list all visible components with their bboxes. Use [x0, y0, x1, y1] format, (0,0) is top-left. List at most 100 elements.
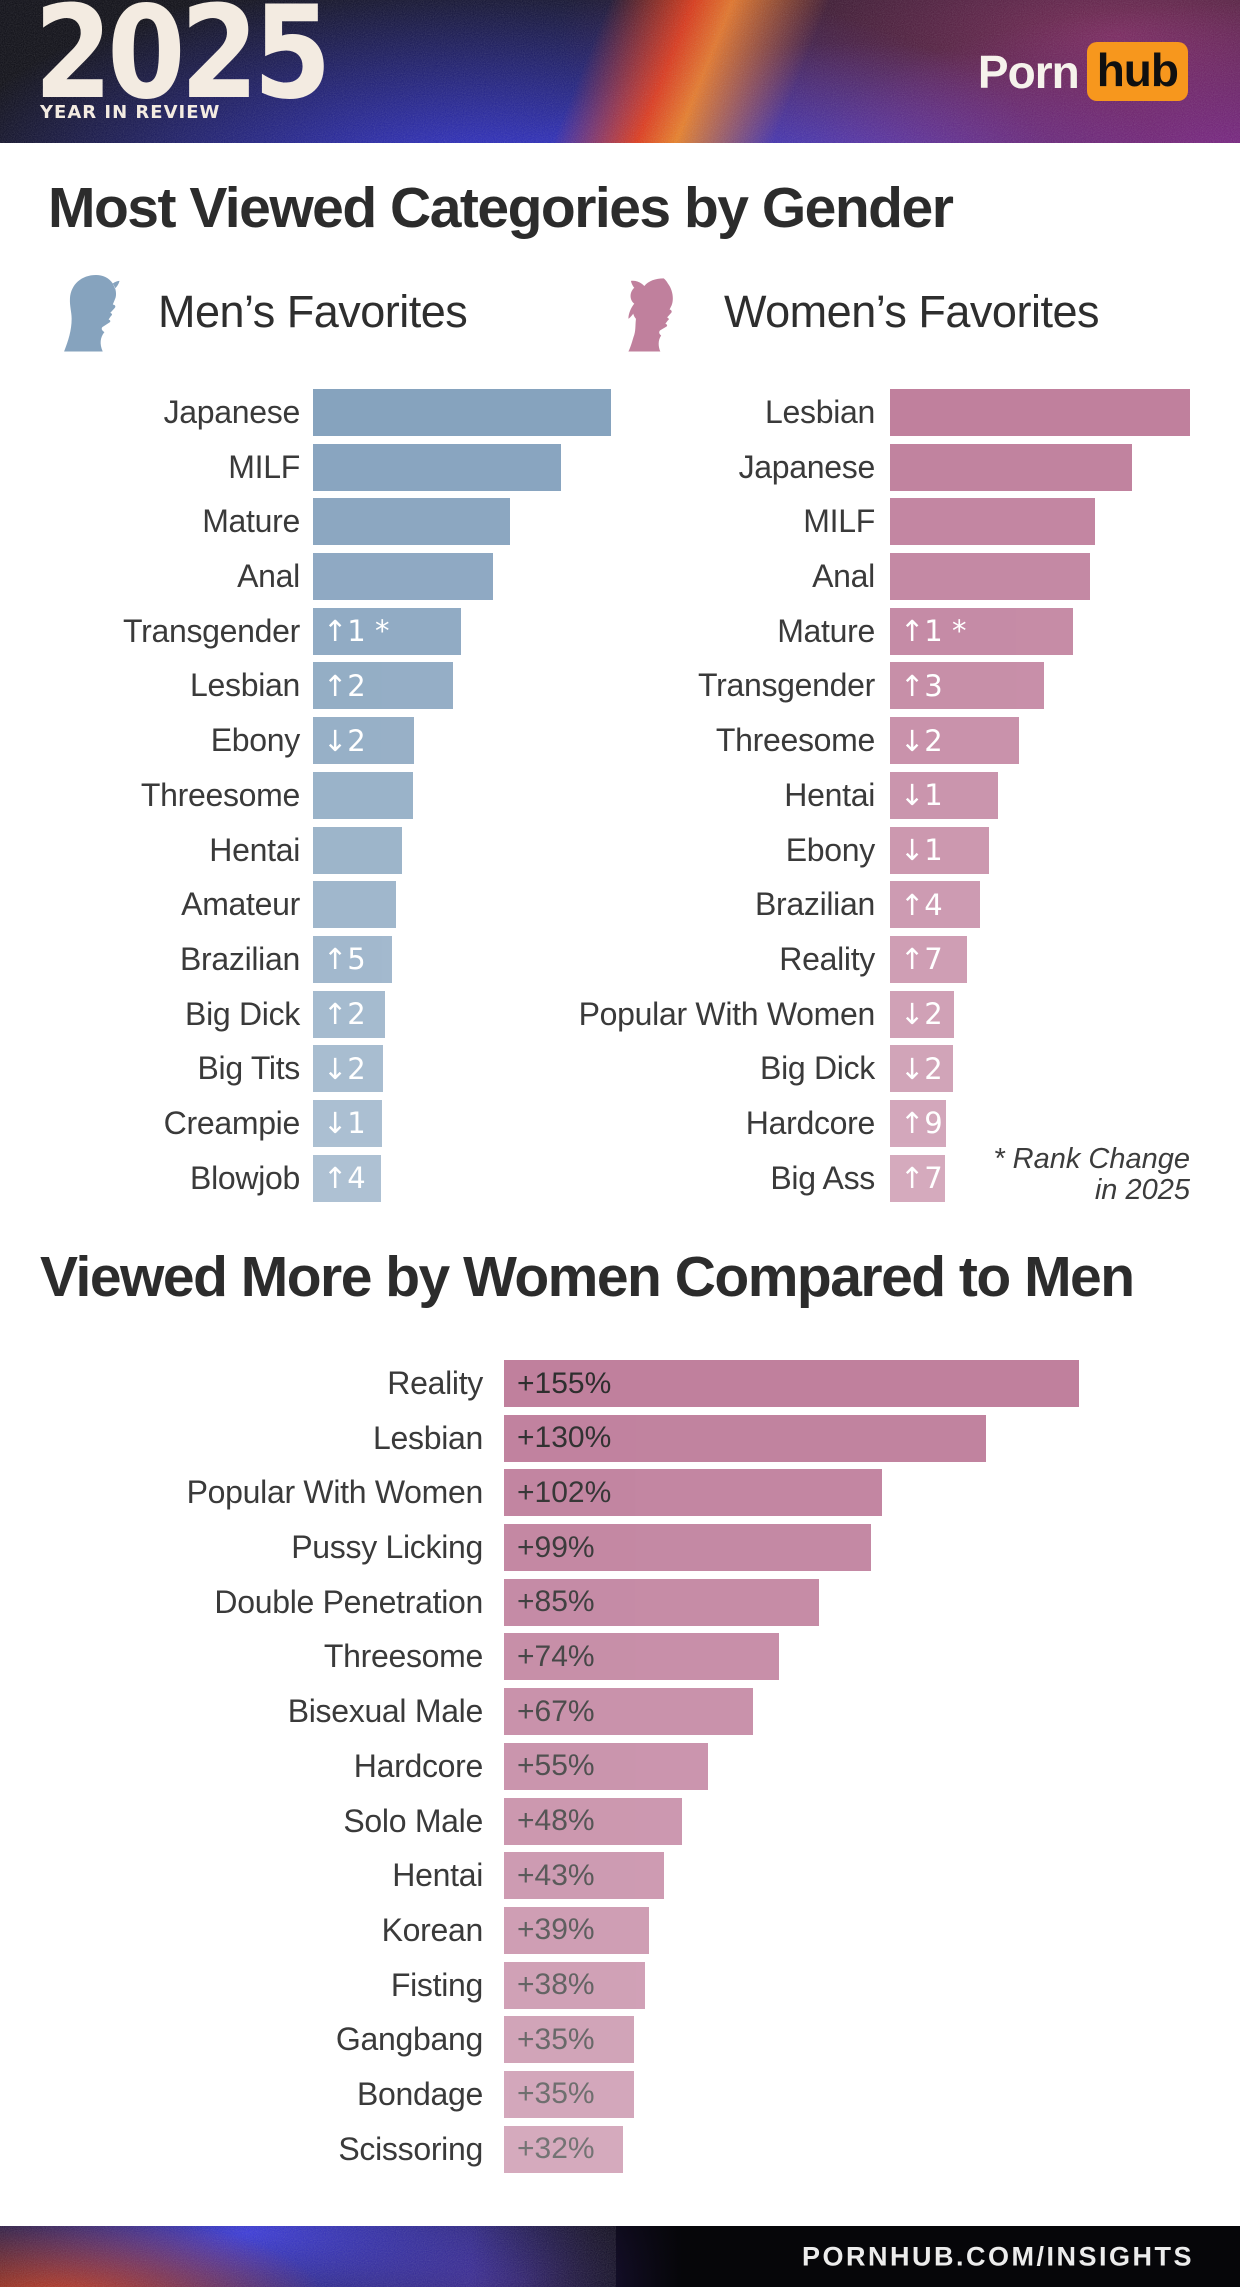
- chart-row: Japanese: [60, 389, 611, 436]
- women-favorites-chart: Lesbian Japanese MILF Anal Mature ↑1 * Transge…: [560, 389, 1190, 1202]
- category-bar: +130%: [504, 1414, 986, 1462]
- category-bar: ↓1: [313, 1099, 382, 1147]
- rank-change-badge: ↓2: [900, 997, 943, 1032]
- category-bar: +102%: [504, 1469, 882, 1517]
- category-label: Bondage: [356, 2075, 483, 2112]
- chart-row: Hentai: [60, 826, 611, 874]
- value-label: +32%: [517, 2132, 595, 2166]
- women-favorites-title: Women’s Favorites: [724, 286, 1099, 337]
- year-in-review-logo: 2025 YEAR IN REVIEW: [34, 0, 366, 128]
- rank-change-badge: ↑9: [900, 1106, 943, 1141]
- category-label: Threesome: [715, 722, 875, 759]
- section2-title: Viewed More by Women Compared to Men: [40, 1245, 1135, 1309]
- rank-change-badge: ↓1: [323, 1106, 366, 1141]
- category-label: Scissoring: [338, 2130, 483, 2167]
- category-label: Lesbian: [373, 1419, 483, 1456]
- chart-row: Japanese: [560, 443, 1190, 491]
- category-bar: +35%: [504, 2070, 634, 2118]
- rank-change-badge: ↓2: [323, 723, 366, 758]
- chart-row: Blowjob ↑4: [60, 1154, 611, 1202]
- female-silhouette-icon: [628, 278, 673, 352]
- women-vs-men-chart: Reality +155% Lesbian +130% Popular With Wom…: [130, 1360, 1079, 2173]
- category-bar: ↑1 *: [890, 607, 1073, 655]
- category-bar: [313, 881, 396, 929]
- chart-row: Solo Male +48%: [130, 1797, 1079, 1845]
- value-label: +43%: [517, 1858, 595, 1892]
- year-text: 2025: [34, 0, 332, 128]
- value-label: +99%: [517, 1530, 595, 1564]
- rank-change-badge: ↑5: [323, 942, 366, 977]
- category-bar: ↑7: [890, 935, 967, 983]
- chart-row: Anal: [60, 553, 611, 601]
- rank-change-badge: ↑3: [900, 668, 943, 703]
- chart-row: Double Penetration +85%: [130, 1578, 1079, 1626]
- chart-row: Mature: [60, 498, 611, 546]
- rank-change-badge: ↑1 *: [900, 614, 967, 649]
- pornhub-logo-porn: Porn: [977, 45, 1080, 98]
- category-label: Anal: [237, 558, 300, 595]
- rank-change-badge: ↑2: [323, 668, 366, 703]
- category-bar: +67%: [504, 1688, 753, 1736]
- category-label: Reality: [387, 1365, 483, 1401]
- category-label: Ebony: [785, 831, 876, 868]
- chart-row: Threesome ↓2: [560, 717, 1190, 765]
- category-bar: ↑3: [890, 662, 1044, 710]
- chart-row: Lesbian +130%: [130, 1414, 1079, 1462]
- chart-row: Mature ↑1 *: [560, 607, 1190, 655]
- chart-row: Transgender ↑1 *: [60, 607, 611, 655]
- category-bar: +55%: [504, 1742, 708, 1790]
- category-bar: +32%: [504, 2125, 623, 2173]
- footnote-line2: in 2025: [1094, 1174, 1190, 1207]
- year-tagline: YEAR IN REVIEW: [40, 102, 221, 123]
- women-favorites-header: Women’s Favorites: [620, 270, 1099, 354]
- category-label: Double Penetration: [214, 1583, 483, 1620]
- category-label: Hardcore: [745, 1104, 876, 1141]
- category-bar: [313, 389, 611, 436]
- category-bar: [890, 498, 1095, 546]
- category-label: Popular With Women: [186, 1474, 484, 1511]
- category-bar: +43%: [504, 1852, 664, 1900]
- chart-row: Big Ass ↑7: [560, 1154, 1190, 1202]
- category-label: Pussy Licking: [291, 1529, 483, 1566]
- chart-row: Hentai +43%: [130, 1852, 1079, 1900]
- chart-row: Reality ↑7: [560, 935, 1190, 983]
- chart-row: Popular With Women +102%: [130, 1469, 1079, 1517]
- rank-change-badge: ↑7: [900, 1161, 943, 1196]
- chart-row: Transgender ↑3: [560, 662, 1190, 710]
- chart-row: Lesbian ↑2: [60, 662, 611, 710]
- category-bar: [890, 553, 1090, 601]
- category-bar: ↑4: [313, 1154, 381, 1202]
- category-bar: [313, 553, 493, 601]
- chart-row: Amateur: [60, 881, 611, 929]
- category-label: Ebony: [210, 722, 301, 759]
- category-label: Japanese: [738, 448, 876, 485]
- category-label: Brazilian: [179, 940, 300, 977]
- category-bar: [890, 389, 1190, 436]
- category-label: Big Tits: [197, 1050, 300, 1087]
- chart-row: Anal: [560, 553, 1190, 601]
- category-bar: ↓2: [890, 1045, 953, 1093]
- chart-row: Scissoring +32%: [130, 2125, 1079, 2173]
- category-bar: +99%: [504, 1524, 871, 1572]
- category-bar: [313, 771, 413, 819]
- category-bar: ↑2: [313, 662, 453, 710]
- chart-row: Popular With Women ↓2: [560, 990, 1190, 1038]
- category-label: Bisexual Male: [287, 1693, 484, 1730]
- category-bar: ↓2: [313, 1045, 383, 1093]
- value-label: +39%: [517, 1913, 595, 1947]
- category-label: Blowjob: [190, 1159, 300, 1196]
- category-label: MILF: [803, 503, 875, 540]
- chart-row: Hentai ↓1: [560, 771, 1190, 819]
- chart-row: Brazilian ↑4: [560, 881, 1190, 929]
- category-label: Mature: [202, 503, 300, 540]
- chart-row: Bondage +35%: [130, 2070, 1079, 2118]
- category-bar: ↑2: [313, 990, 385, 1038]
- chart-row: MILF: [60, 443, 611, 491]
- men-favorites-title: Men’s Favorites: [158, 286, 468, 337]
- category-label: Gangbang: [335, 2021, 483, 2058]
- value-label: +67%: [517, 1694, 595, 1728]
- value-label: +35%: [517, 2022, 595, 2056]
- category-bar: ↓1: [890, 771, 998, 819]
- category-label: MILF: [228, 448, 300, 485]
